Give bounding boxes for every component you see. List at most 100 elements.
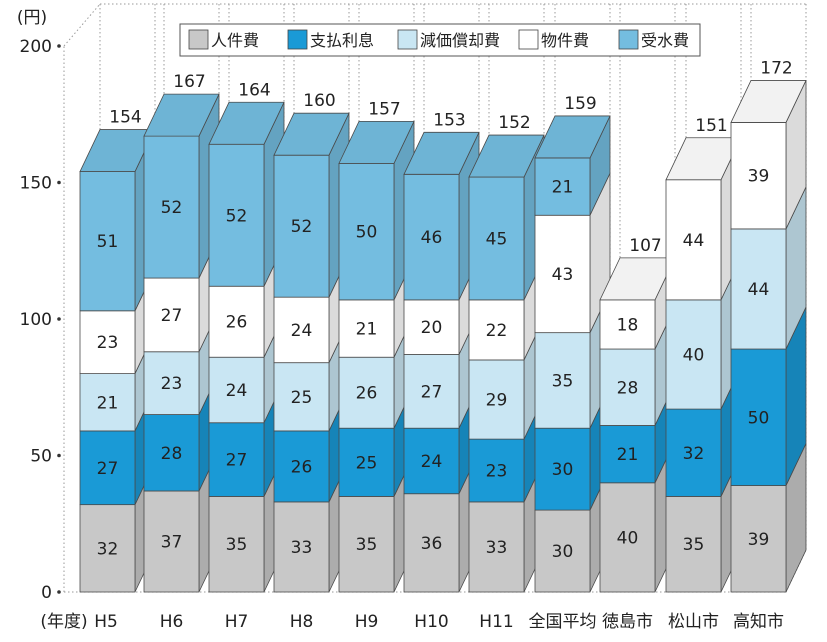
value-label: 28 bbox=[161, 444, 183, 464]
legend-swatch-受水費 bbox=[618, 29, 639, 50]
segment-人件費 bbox=[338, 496, 395, 593]
total-label: 172 bbox=[760, 58, 792, 78]
segment-人件費 bbox=[468, 501, 525, 593]
segment-支払利息 bbox=[534, 427, 591, 511]
value-label: 44 bbox=[683, 231, 705, 251]
legend-swatch-物件費 bbox=[518, 29, 539, 50]
bar-松山市: 35 32 40 44 151 bbox=[665, 116, 742, 593]
segment-物件費 bbox=[208, 285, 265, 358]
bars: 3227212351154372823275216735272426521643… bbox=[79, 58, 807, 593]
value-label: 52 bbox=[161, 198, 183, 218]
y-unit-label: (円) bbox=[17, 8, 47, 28]
value-label: 35 bbox=[552, 371, 574, 391]
total-label: 164 bbox=[238, 80, 270, 100]
value-label: 24 bbox=[421, 452, 443, 472]
segment-物件費 bbox=[143, 277, 200, 353]
segment-支払利息 bbox=[273, 430, 330, 503]
value-label: 21 bbox=[356, 320, 378, 340]
segment-受水費 bbox=[79, 171, 136, 312]
value-label: 23 bbox=[486, 462, 508, 482]
segment-人件費 bbox=[79, 504, 136, 593]
segment-人件費 bbox=[534, 509, 591, 593]
y-tick-dot bbox=[57, 317, 61, 321]
value-label: 27 bbox=[421, 382, 443, 402]
value-label: 50 bbox=[356, 223, 378, 243]
bar-top bbox=[273, 112, 350, 156]
segment-減価償却費 bbox=[273, 362, 330, 432]
segment-物件費 bbox=[468, 299, 525, 361]
x-tick-label: H5 bbox=[94, 612, 118, 632]
value-label: 36 bbox=[421, 534, 443, 554]
bar-top bbox=[208, 101, 285, 145]
value-label: 51 bbox=[97, 232, 119, 252]
value-label: 29 bbox=[486, 391, 508, 411]
value-label: 52 bbox=[226, 206, 248, 226]
segment-支払利息 bbox=[730, 348, 787, 486]
y-tick-dot bbox=[57, 590, 61, 594]
value-label: 33 bbox=[486, 538, 508, 558]
bar-H10: 36 24 27 20 46 153 bbox=[403, 110, 480, 593]
total-label: 107 bbox=[629, 236, 661, 256]
segment-減価償却費 bbox=[534, 332, 591, 429]
bar-top bbox=[730, 80, 807, 123]
value-label: 26 bbox=[226, 313, 248, 333]
value-label: 18 bbox=[617, 315, 639, 335]
bar-top bbox=[338, 120, 415, 164]
segment-減価償却費 bbox=[208, 356, 265, 424]
bar-top bbox=[468, 134, 545, 178]
total-label: 160 bbox=[303, 91, 335, 111]
segment-支払利息 bbox=[79, 430, 136, 506]
segment-人件費 bbox=[599, 482, 656, 593]
x-tick-label: H10 bbox=[414, 612, 448, 632]
segment-物件費 bbox=[79, 310, 136, 374]
value-label: 37 bbox=[161, 532, 183, 552]
legend-label: 支払利息 bbox=[310, 31, 374, 50]
segment-支払利息 bbox=[338, 427, 395, 497]
y-tick-label: 0 bbox=[41, 583, 52, 603]
legend: 人件費 支払利息 減価償却費 物件費 受水費 bbox=[179, 23, 701, 57]
segment-人件費 bbox=[730, 485, 787, 593]
side-wall-top bbox=[63, 3, 101, 47]
bar-H6: 37 28 23 27 52 167 bbox=[143, 72, 220, 593]
value-label: 32 bbox=[97, 539, 119, 559]
x-prefix-label: (年度) bbox=[40, 612, 87, 632]
bar-H7: 35 27 24 26 52 164 bbox=[208, 80, 285, 593]
legend-label: 受水費 bbox=[641, 31, 689, 50]
segment-物件費 bbox=[273, 296, 330, 364]
y-tick-dot bbox=[57, 453, 61, 458]
legend-box bbox=[179, 23, 701, 57]
x-tick-label: 徳島市 bbox=[602, 612, 653, 632]
bar-H9: 35 25 26 21 50 157 bbox=[338, 99, 415, 593]
value-label: 45 bbox=[486, 229, 508, 249]
y-tick-label: 150 bbox=[20, 174, 52, 194]
value-label: 22 bbox=[486, 321, 508, 341]
value-label: 25 bbox=[356, 453, 378, 473]
segment-受水費 bbox=[403, 173, 460, 301]
bar-H11: 33 23 29 22 45 152 bbox=[468, 113, 545, 593]
segment-支払利息 bbox=[665, 408, 722, 497]
value-label: 27 bbox=[226, 451, 248, 471]
value-label: 50 bbox=[748, 408, 770, 428]
x-tick-label: H6 bbox=[160, 612, 184, 632]
segment-支払利息 bbox=[599, 425, 656, 484]
legend-swatch-減価償却費 bbox=[397, 29, 418, 50]
x-tick-label: H7 bbox=[225, 612, 249, 632]
value-label: 39 bbox=[748, 530, 770, 550]
value-label: 21 bbox=[552, 178, 574, 198]
segment-受水費 bbox=[273, 154, 330, 298]
value-label: 23 bbox=[161, 374, 183, 394]
value-label: 28 bbox=[617, 378, 639, 398]
value-label: 46 bbox=[421, 228, 443, 248]
value-label: 27 bbox=[97, 459, 119, 479]
bar-徳島市: 40 21 28 18 107 bbox=[599, 236, 676, 593]
total-label: 151 bbox=[695, 116, 727, 136]
segment-支払利息 bbox=[403, 427, 460, 495]
bar-top bbox=[403, 131, 480, 175]
value-label: 24 bbox=[291, 321, 313, 341]
value-label: 30 bbox=[552, 460, 574, 480]
y-tick-dot bbox=[57, 44, 61, 48]
value-label: 43 bbox=[552, 265, 574, 285]
segment-減価償却費 bbox=[79, 373, 136, 432]
segment-受水費 bbox=[468, 176, 525, 301]
